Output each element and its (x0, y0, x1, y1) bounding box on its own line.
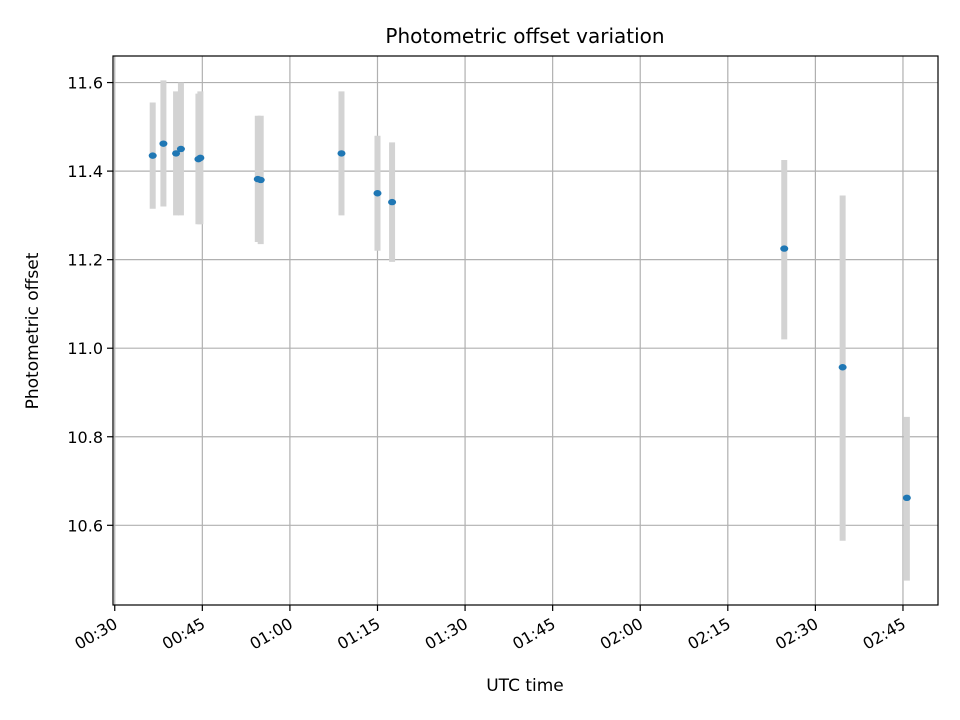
data-point (838, 364, 847, 371)
grid-lines (113, 56, 938, 605)
data-point (159, 140, 168, 147)
data-point (388, 198, 397, 206)
y-tick-label: 10.6 (67, 516, 103, 535)
data-point (902, 494, 911, 502)
data-point (176, 145, 185, 153)
y-axis-ticks: 10.6 10.8 11.0 11.2 11.4 11.6 (67, 74, 113, 535)
data-point (172, 150, 181, 157)
x-axis-title: UTC time (486, 676, 564, 696)
y-tick-label: 11.4 (67, 162, 103, 181)
data-points (148, 140, 911, 502)
data-point (780, 245, 789, 252)
y-axis-title: Photometric offset (23, 252, 43, 409)
y-tick-label: 11.6 (67, 74, 103, 93)
data-point (256, 176, 265, 184)
data-point (337, 150, 346, 157)
y-tick-label: 11.2 (67, 251, 103, 270)
y-tick-label: 11.0 (67, 339, 103, 358)
data-point (196, 154, 205, 162)
data-point (373, 190, 382, 197)
plot-frame (112, 55, 939, 606)
y-tick-label: 10.8 (67, 428, 103, 447)
data-point (148, 152, 157, 159)
chart-title: Photometric offset variation (385, 24, 664, 48)
